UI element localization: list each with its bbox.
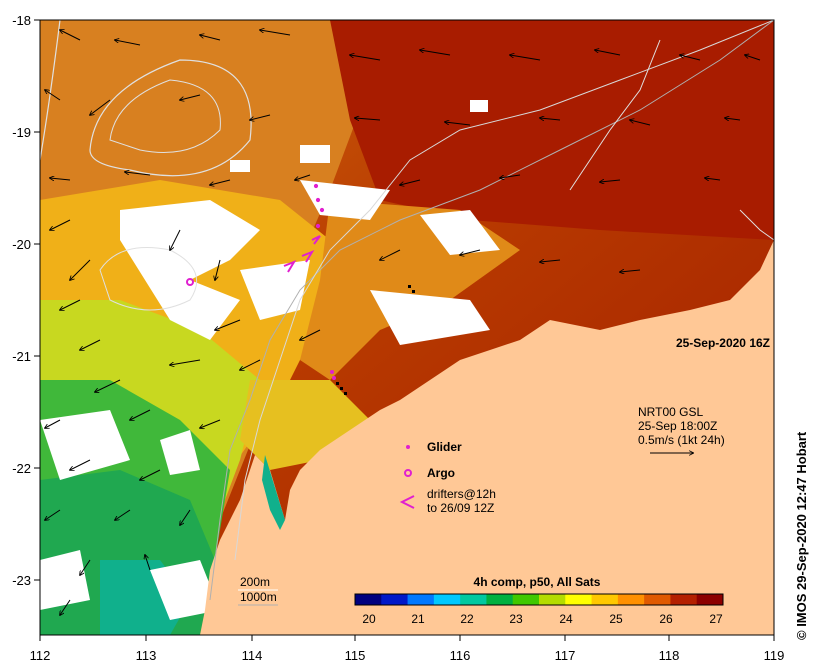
colorbar: 4h comp, p50, All Sats 20 21 22 23 24 25…: [354, 575, 724, 626]
glider-track: [336, 285, 415, 395]
colorbar-tick: 24: [559, 612, 573, 626]
sst-field: [40, 20, 774, 635]
colorbar-tick: 22: [460, 612, 474, 626]
drifter-icon: [399, 495, 415, 509]
track-legend: Glider Argo drifters@12h to 26/09 12Z: [399, 440, 496, 515]
current-info-line3: 0.5m/s (1kt 24h): [638, 433, 725, 447]
depth-label-200m: 200m: [240, 575, 270, 589]
y-tick-label: -21: [12, 349, 31, 364]
credit-label: © IMOS 29-Sep-2020 12:47 Hobart: [794, 431, 809, 640]
map-frame: [39, 19, 775, 636]
argo-icon: [404, 469, 412, 477]
x-tick-label: 114: [242, 648, 263, 663]
x-axis-ticks: [39, 635, 775, 641]
current-scale-info: NRT00 GSL 25-Sep 18:00Z 0.5m/s (1kt 24h): [638, 405, 725, 453]
colorbar-swatch: [565, 594, 593, 605]
colorbar-tick: 26: [659, 612, 673, 626]
colorbar-swatch: [433, 594, 461, 605]
x-tick-label: 118: [659, 648, 680, 663]
current-info-line2: 25-Sep 18:00Z: [638, 419, 717, 433]
colorbar-swatch: [539, 594, 566, 605]
landmass: [200, 240, 774, 635]
colorbar-tick: 25: [609, 612, 623, 626]
current-info-line1: NRT00 GSL: [638, 405, 703, 419]
x-tick-label: 119: [764, 648, 785, 663]
colorbar-swatch: [512, 594, 540, 605]
y-tick-label: -20: [12, 237, 31, 252]
colorbar-swatch: [460, 594, 487, 605]
y-axis-labels: -18 -19 -20 -21 -22 -23: [12, 13, 31, 588]
y-axis-ticks: [34, 19, 40, 581]
colorbar-tick: 21: [411, 612, 425, 626]
depth-label-1000m: 1000m: [240, 590, 277, 604]
y-tick-label: -18: [12, 13, 31, 28]
colorbar-swatch: [486, 594, 514, 605]
legend-argo: Argo: [427, 466, 455, 480]
colorbar-swatch: [407, 594, 435, 605]
x-tick-label: 117: [555, 648, 576, 663]
drifter-tracks: [186, 183, 336, 380]
colorbar-swatch: [696, 594, 724, 605]
y-tick-label: -19: [12, 125, 31, 140]
glider-icon: [406, 445, 410, 449]
x-tick-label: 112: [30, 648, 51, 663]
y-tick-label: -22: [12, 461, 31, 476]
colorbar-tick: 27: [709, 612, 723, 626]
x-tick-label: 115: [345, 648, 366, 663]
colorbar-tick: 23: [509, 612, 523, 626]
x-tick-label: 113: [136, 648, 157, 663]
y-tick-label: -23: [12, 573, 31, 588]
depth-legend: 200m 1000m: [238, 575, 278, 606]
x-tick-label: 116: [450, 648, 471, 663]
colorbar-swatch: [381, 594, 409, 605]
colorbar-swatch: [355, 594, 382, 605]
colorbar-swatches: [355, 594, 724, 605]
colorbar-swatch: [644, 594, 671, 605]
legend-drifters-line1: drifters@12h: [427, 487, 496, 501]
colorbar-tick: 20: [362, 612, 376, 626]
legend-glider: Glider: [427, 440, 462, 454]
date-label: 25-Sep-2020 16Z: [676, 336, 770, 350]
colorbar-swatch: [591, 594, 619, 605]
colorbar-swatch: [670, 594, 698, 605]
colorbar-frame: [354, 593, 724, 606]
current-vectors: [45, 30, 761, 615]
x-axis-labels: 112 113 114 115 116 117 118 119: [30, 648, 785, 663]
colorbar-swatch: [617, 594, 645, 605]
legend-drifters-line2: to 26/09 12Z: [427, 501, 494, 515]
colorbar-title: 4h comp, p50, All Sats: [474, 575, 601, 589]
